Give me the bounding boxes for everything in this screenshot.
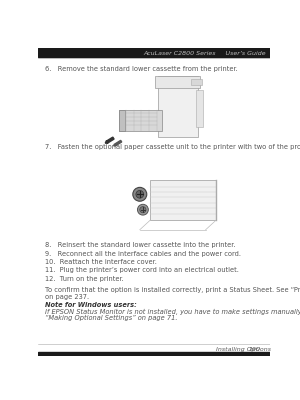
FancyArrow shape bbox=[114, 140, 122, 146]
Circle shape bbox=[140, 207, 146, 213]
Bar bbox=[196, 90, 203, 127]
Bar bbox=[38, 352, 270, 356]
FancyArrow shape bbox=[105, 137, 114, 143]
Text: 9.   Reconnect all the interface cables and the power cord.: 9. Reconnect all the interface cables an… bbox=[45, 250, 241, 256]
Bar bbox=[155, 76, 200, 88]
Text: 6.   Remove the standard lower cassette from the printer.: 6. Remove the standard lower cassette fr… bbox=[45, 66, 238, 72]
Circle shape bbox=[136, 190, 144, 198]
Bar bbox=[150, 180, 216, 220]
Circle shape bbox=[133, 187, 147, 201]
Text: Note for Windows users:: Note for Windows users: bbox=[45, 302, 137, 308]
Bar bbox=[119, 110, 125, 131]
Text: Installing Options: Installing Options bbox=[216, 347, 271, 352]
Bar bbox=[158, 76, 198, 136]
Text: on page 237.: on page 237. bbox=[45, 294, 89, 300]
Bar bbox=[38, 48, 270, 57]
Text: To confirm that the option is installed correctly, print a Status Sheet. See “Pr: To confirm that the option is installed … bbox=[45, 287, 300, 293]
Text: 190: 190 bbox=[249, 347, 261, 352]
Text: “Making Optional Settings” on page 71.: “Making Optional Settings” on page 71. bbox=[45, 315, 178, 321]
Text: AcuLaser C2800 Series     User’s Guide: AcuLaser C2800 Series User’s Guide bbox=[143, 51, 266, 56]
Text: If EPSON Status Monitor is not installed, you have to make settings manually in : If EPSON Status Monitor is not installed… bbox=[45, 309, 300, 315]
Bar bbox=[191, 79, 202, 85]
Text: 7.   Fasten the optional paper cassette unit to the printer with two of the prov: 7. Fasten the optional paper cassette un… bbox=[45, 144, 300, 150]
Text: 10.  Reattach the interface cover.: 10. Reattach the interface cover. bbox=[45, 259, 157, 265]
Circle shape bbox=[137, 204, 148, 215]
Bar bbox=[119, 110, 161, 131]
Text: 8.   Reinsert the standard lower cassette into the printer.: 8. Reinsert the standard lower cassette … bbox=[45, 242, 236, 248]
Text: 12.  Turn on the printer.: 12. Turn on the printer. bbox=[45, 276, 124, 282]
Text: 11.  Plug the printer’s power cord into an electrical outlet.: 11. Plug the printer’s power cord into a… bbox=[45, 268, 239, 274]
